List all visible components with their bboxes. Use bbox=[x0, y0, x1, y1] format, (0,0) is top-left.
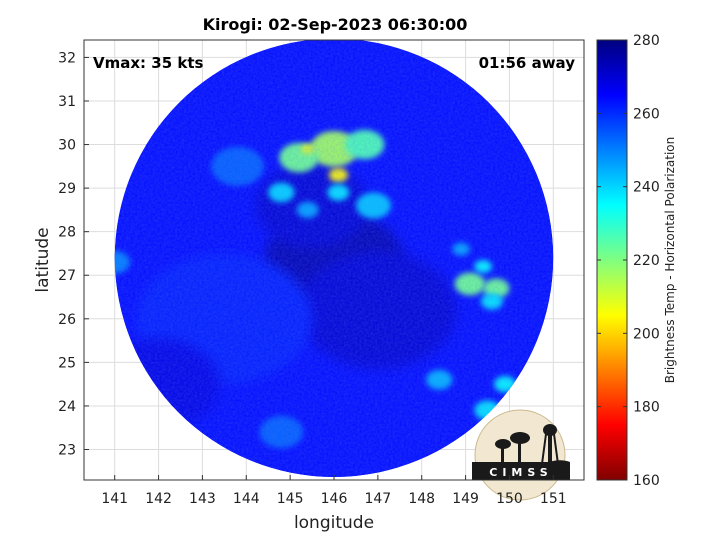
x-tick-label: 141 bbox=[101, 491, 128, 507]
time-away-label: 01:56 away bbox=[479, 54, 576, 72]
colorbar-tick-label: 160 bbox=[633, 473, 660, 489]
colorbar-label: Brightness Temp - Horizontal Polarizatio… bbox=[663, 137, 677, 384]
x-tick-label: 147 bbox=[364, 491, 391, 507]
x-axis-ticks: 141 142 143 144 145 146 147 148 149 150 151 bbox=[101, 475, 567, 507]
y-tick-label: 23 bbox=[58, 443, 76, 459]
y-tick-label: 24 bbox=[58, 399, 76, 415]
y-tick-label: 28 bbox=[58, 225, 76, 241]
x-tick-label: 142 bbox=[145, 491, 172, 507]
y-tick-label: 25 bbox=[58, 355, 76, 371]
colorbar-tick-label: 240 bbox=[633, 180, 660, 196]
logo-text: CIMSS bbox=[489, 466, 552, 479]
colorbar-tick-label: 220 bbox=[633, 253, 660, 269]
colorbar-tick-label: 280 bbox=[633, 33, 660, 49]
swath-texture bbox=[114, 40, 554, 478]
y-tick-label: 29 bbox=[58, 181, 76, 197]
colorbar-ticks: 160 180 200 220 240 260 280 bbox=[597, 33, 660, 489]
colorbar-tick-label: 260 bbox=[633, 106, 660, 122]
x-tick-label: 150 bbox=[496, 491, 523, 507]
microwave-swath bbox=[114, 40, 554, 478]
vmax-label: Vmax: 35 kts bbox=[93, 54, 203, 72]
chart-title: Kirogi: 02-Sep-2023 06:30:00 bbox=[203, 15, 468, 34]
colorbar-gradient bbox=[596, 39, 628, 481]
x-tick-label: 144 bbox=[233, 491, 260, 507]
y-tick-label: 30 bbox=[58, 138, 76, 154]
colorbar-tick-label: 180 bbox=[633, 400, 660, 416]
y-tick-label: 26 bbox=[58, 312, 76, 328]
colorbar-tick-label: 200 bbox=[633, 326, 660, 342]
y-axis-ticks: 23 24 25 26 27 28 29 30 31 32 bbox=[58, 50, 89, 459]
x-tick-label: 151 bbox=[540, 491, 567, 507]
y-tick-label: 31 bbox=[58, 94, 76, 110]
x-tick-label: 145 bbox=[277, 491, 304, 507]
cimss-logo: CIMSS bbox=[472, 409, 570, 501]
x-tick-label: 149 bbox=[452, 491, 479, 507]
y-axis-label: latitude bbox=[33, 227, 53, 292]
y-tick-label: 27 bbox=[58, 268, 76, 284]
x-tick-label: 146 bbox=[321, 491, 348, 507]
x-tick-label: 143 bbox=[189, 491, 216, 507]
y-tick-label: 32 bbox=[58, 50, 76, 66]
colorbar: 160 180 200 220 240 260 280 Brightness Temp - … bbox=[596, 33, 677, 489]
x-axis-label: longitude bbox=[294, 513, 374, 533]
x-tick-label: 148 bbox=[408, 491, 435, 507]
